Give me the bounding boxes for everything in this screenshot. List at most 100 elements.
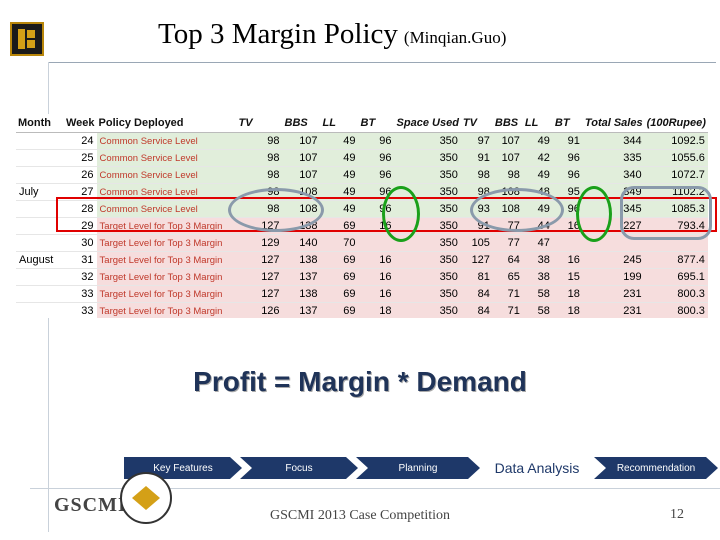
value-cell: 71 (492, 285, 523, 303)
value-cell: 91 (460, 149, 493, 167)
value-cell: 96 (358, 166, 395, 184)
value-cell: 231 (582, 285, 645, 303)
value-cell: 105 (460, 234, 493, 252)
policy-cell: Target Level for Top 3 Margin (96, 234, 237, 252)
nav-step-focus[interactable]: Focus (240, 457, 358, 479)
value-cell: 127 (460, 251, 493, 269)
month-cell (16, 268, 64, 286)
value-cell: 16 (552, 251, 583, 269)
month-cell: July (16, 183, 64, 201)
gray-box-total-sales (620, 186, 712, 240)
column-header: (100Rupee) (644, 114, 708, 133)
value-cell: 695.1 (644, 268, 708, 286)
value-cell: 70 (320, 234, 359, 252)
value-cell: 1092.5 (644, 132, 708, 150)
title-author: (Minqian.Guo) (403, 28, 507, 47)
policy-cell: Common Service Level (96, 183, 237, 201)
cmme-seal-logo (120, 472, 172, 524)
value-cell: 38 (522, 268, 553, 286)
policy-cell: Target Level for Top 3 Margin (96, 268, 237, 286)
month-cell: August (16, 251, 64, 269)
column-header: Policy Deployed (96, 114, 237, 133)
value-cell: 69 (320, 251, 359, 269)
gscmi-logo: GSCMI (54, 494, 127, 516)
week-cell: 33 (64, 302, 97, 318)
value-cell: 350 (394, 234, 461, 252)
value-cell: 127 (236, 268, 283, 286)
title-text: Top 3 Margin Policy (158, 18, 398, 50)
policy-cell: Common Service Level (96, 166, 237, 184)
value-cell: 84 (460, 302, 493, 318)
value-cell: 98 (236, 132, 283, 150)
value-cell: 49 (320, 183, 359, 201)
value-cell: 138 (282, 251, 321, 269)
value-cell: 98 (236, 166, 283, 184)
value-cell: 96 (358, 132, 395, 150)
value-cell: 127 (236, 251, 283, 269)
value-cell: 199 (582, 268, 645, 286)
week-cell: 32 (64, 268, 97, 286)
column-header: BBS (492, 114, 523, 133)
value-cell: 344 (582, 132, 645, 150)
table-row: August 31 Target Level for Top 3 Margin 127… (16, 251, 708, 269)
value-cell: 49 (320, 200, 359, 218)
table-row: 26 Common Service Level 98 107 49 96 350 98 98 49… (16, 166, 708, 184)
value-cell: 49 (522, 166, 553, 184)
value-cell: 49 (320, 149, 359, 167)
value-cell: 97 (460, 132, 493, 150)
month-cell (16, 166, 64, 184)
month-cell (16, 217, 64, 235)
value-cell: 340 (582, 166, 645, 184)
policy-cell: Target Level for Top 3 Margin (96, 251, 237, 269)
value-cell: 1055.6 (644, 149, 708, 167)
green-oval-bt (382, 186, 420, 242)
value-cell: 800.3 (644, 285, 708, 303)
policy-cell: Common Service Level (96, 132, 237, 150)
green-oval-sales-bt (576, 186, 612, 242)
value-cell: 69 (320, 268, 359, 286)
company-logo (10, 22, 44, 56)
column-header: BT (552, 114, 583, 133)
week-cell: 33 (64, 285, 97, 303)
value-cell: 107 (492, 132, 523, 150)
month-cell (16, 234, 64, 252)
value-cell: 350 (394, 149, 461, 167)
month-cell (16, 132, 64, 150)
value-cell: 877.4 (644, 251, 708, 269)
value-cell: 126 (236, 302, 283, 318)
week-cell: 26 (64, 166, 97, 184)
table-row: 25 Common Service Level 98 107 49 96 350 91 107 4… (16, 149, 708, 167)
column-header: LL (320, 114, 359, 133)
policy-cell: Common Service Level (96, 149, 237, 167)
value-cell: 71 (492, 302, 523, 318)
nav-step-data-analysis[interactable]: Data Analysis (478, 457, 596, 479)
value-cell: 38 (522, 251, 553, 269)
footer-text: GSCMI 2013 Case Competition (269, 508, 451, 523)
value-cell: 127 (236, 285, 283, 303)
value-cell: 138 (282, 285, 321, 303)
column-header: LL (522, 114, 553, 133)
policy-cell: Target Level for Top 3 Margin (96, 285, 237, 303)
table-row: 33 Target Level for Top 3 Margin 126 137 69 1… (16, 302, 708, 318)
table-row: 33 Target Level for Top 3 Margin 127 138 69 1… (16, 285, 708, 303)
nav-step-recommendation[interactable]: Recommendation (594, 457, 718, 479)
value-cell: 96 (552, 149, 583, 167)
value-cell: 137 (282, 302, 321, 318)
value-cell: 800.3 (644, 302, 708, 318)
value-cell: 129 (236, 234, 283, 252)
gray-oval-tv-bbs (228, 188, 324, 232)
value-cell: 96 (552, 166, 583, 184)
nav-step-planning[interactable]: Planning (356, 457, 480, 479)
value-cell: 84 (460, 285, 493, 303)
week-cell: 25 (64, 149, 97, 167)
value-cell (358, 234, 395, 252)
value-cell: 49 (320, 132, 359, 150)
value-cell: 18 (552, 285, 583, 303)
column-header: Space Used (394, 114, 461, 133)
value-cell: 65 (492, 268, 523, 286)
week-cell: 30 (64, 234, 97, 252)
value-cell: 107 (282, 166, 321, 184)
value-cell: 18 (358, 302, 395, 318)
value-cell: 350 (394, 285, 461, 303)
value-cell: 16 (358, 251, 395, 269)
